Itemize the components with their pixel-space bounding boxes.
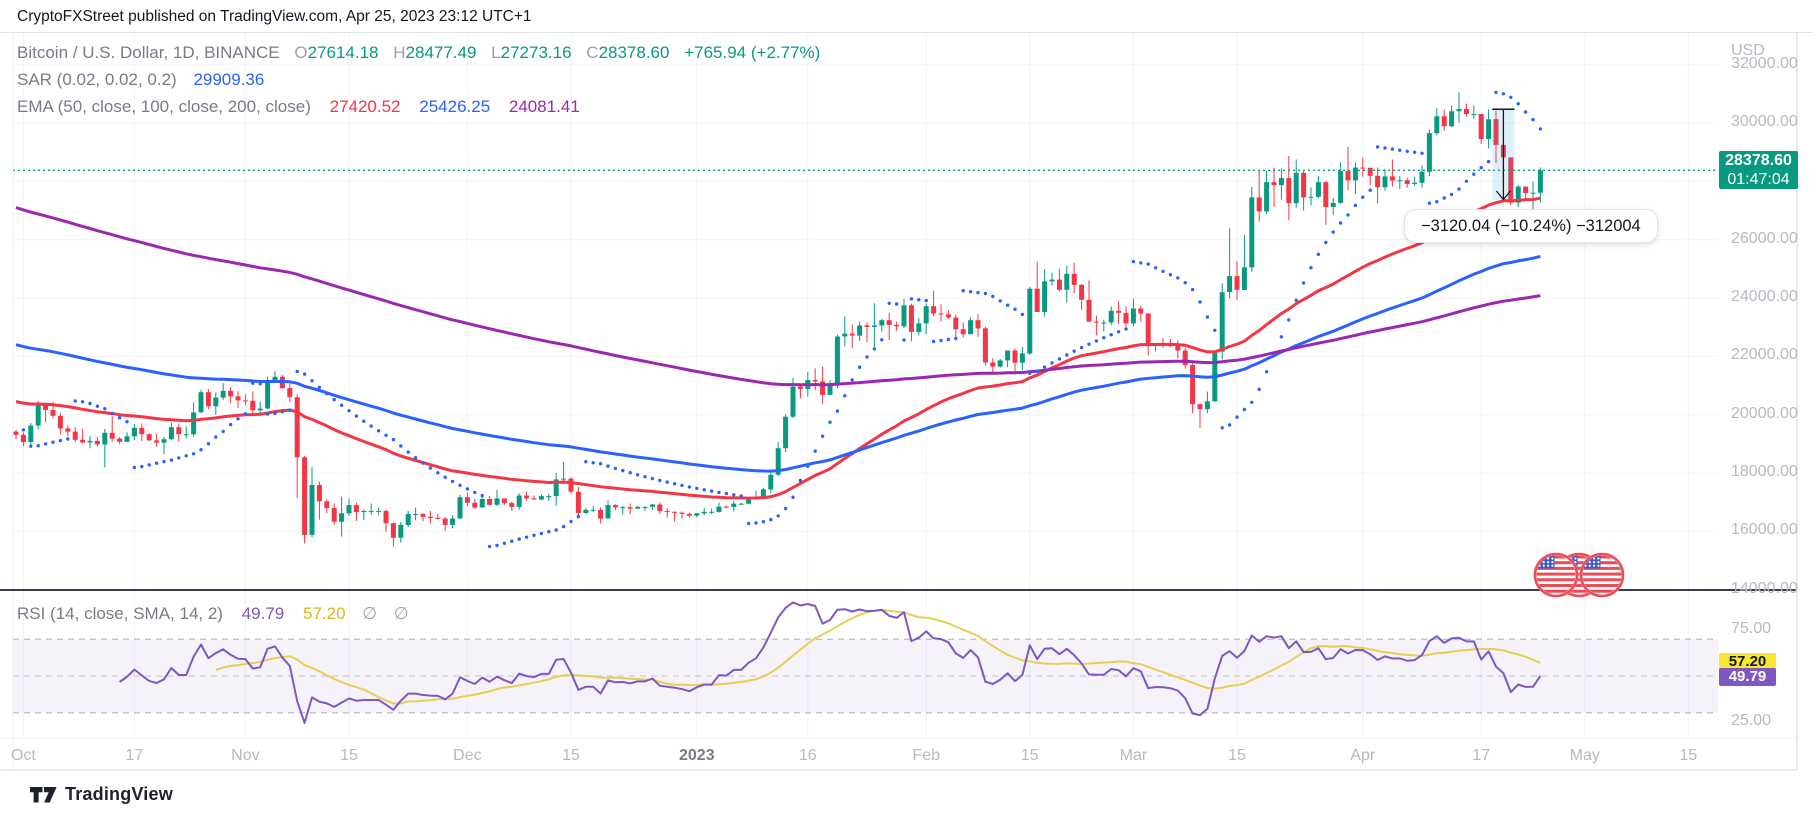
sar-label[interactable]: SAR (0.02, 0.02, 0.2) [17,70,177,89]
low-letter: L [491,43,501,62]
rsi-axis-label: 25.00 [1731,712,1772,729]
time-axis-label: 15 [340,747,358,764]
close-letter: C [586,43,599,62]
ema-label[interactable]: EMA (50, close, 100, close, 200, close) [17,97,311,116]
time-axis-label: 15 [1679,747,1698,764]
symbol-title[interactable]: Bitcoin / U.S. Dollar, 1D, BINANCE [17,43,280,62]
price-axis-label: 30000.00 [1731,113,1798,130]
time-axis-label: 17 [1472,747,1491,764]
tradingview-logo[interactable]: TradingView [30,784,173,805]
time-axis-label: Mar [1119,747,1148,764]
time-axis-label: 2023 [679,747,715,764]
price-axis-label: 16000.00 [1731,521,1798,539]
sar-legend-row[interactable]: SAR (0.02, 0.02, 0.2) 29909.36 [17,68,264,92]
ema-legend-row[interactable]: EMA (50, close, 100, close, 200, close) … [17,95,580,119]
high-letter: H [393,43,406,62]
symbol-legend-row[interactable]: Bitcoin / U.S. Dollar, 1D, BINANCE O2761… [17,41,820,65]
change-value: +765.94 (+2.77%) [684,43,821,62]
price-axis-label: 14000.00 [1731,579,1798,597]
last-price-value: 28378.60 [1725,152,1792,170]
ema100-value: 25426.25 [419,97,491,116]
measure-tooltip-text: −3120.04 (−10.24%) −312004 [1421,217,1641,235]
rsi-axis-label: 75.00 [1731,620,1772,637]
tradingview-logo-icon [30,786,57,802]
price-axis-label: 26000.00 [1731,229,1798,247]
time-axis-label: 15 [1020,747,1039,764]
us-flag-event-icons[interactable] [1532,551,1626,599]
time-axis-label: Dec [453,747,482,764]
sar-value: 29909.36 [193,70,265,89]
time-axis-label: Feb [912,747,940,764]
time-axis-label: Oct [10,747,36,764]
low-value: 27273.16 [500,43,572,62]
bar-countdown: 01:47:04 [1727,171,1790,189]
tradingview-logo-text: TradingView [65,784,173,804]
price-axis-currency: USD [1731,42,1765,59]
last-price-badge: 28378.60 01:47:04 [1719,151,1798,190]
open-value: 27614.18 [307,43,379,62]
measure-tooltip: −3120.04 (−10.24%) −312004 [1404,209,1658,243]
open-letter: O [294,43,308,62]
close-value: 28378.60 [598,43,670,62]
price-axis-label: 22000.00 [1731,346,1798,364]
high-value: 28477.49 [405,43,477,62]
rsi-band-placeholders: ∅ ∅ [362,604,415,623]
time-axis-label: Apr [1350,747,1376,764]
time-axis-label: May [1569,747,1600,764]
rsi-value-badge: 49.79 [1719,668,1776,687]
time-axis-label: 16 [798,747,817,764]
footer-bar: TradingView [0,772,1813,816]
rsi-value: 49.79 [241,604,285,623]
ema200-value: 24081.41 [508,97,580,116]
publish-title: CryptoFXStreet published on TradingView.… [17,8,532,25]
rsi-label[interactable]: RSI (14, close, SMA, 14, 2) [17,604,223,623]
rsi-ma-badge: 57.20 [1719,652,1776,671]
time-axis-label: 15 [562,747,580,764]
price-axis-label: 32000.00 [1731,54,1798,72]
time-axis-label: 17 [125,747,144,764]
time-axis-label: 15 [1228,747,1246,764]
rsi-ma-value: 57.20 [302,604,346,623]
price-axis-label: 18000.00 [1731,463,1798,481]
price-axis-label: 24000.00 [1731,288,1798,305]
time-axis-label: Nov [231,747,260,764]
price-axis-label: 20000.00 [1731,404,1798,422]
ema50-value: 27420.52 [329,97,401,116]
rsi-legend-row[interactable]: RSI (14, close, SMA, 14, 2) 49.79 57.20 … [17,602,415,626]
publish-title-bar: CryptoFXStreet published on TradingView.… [0,0,1813,33]
